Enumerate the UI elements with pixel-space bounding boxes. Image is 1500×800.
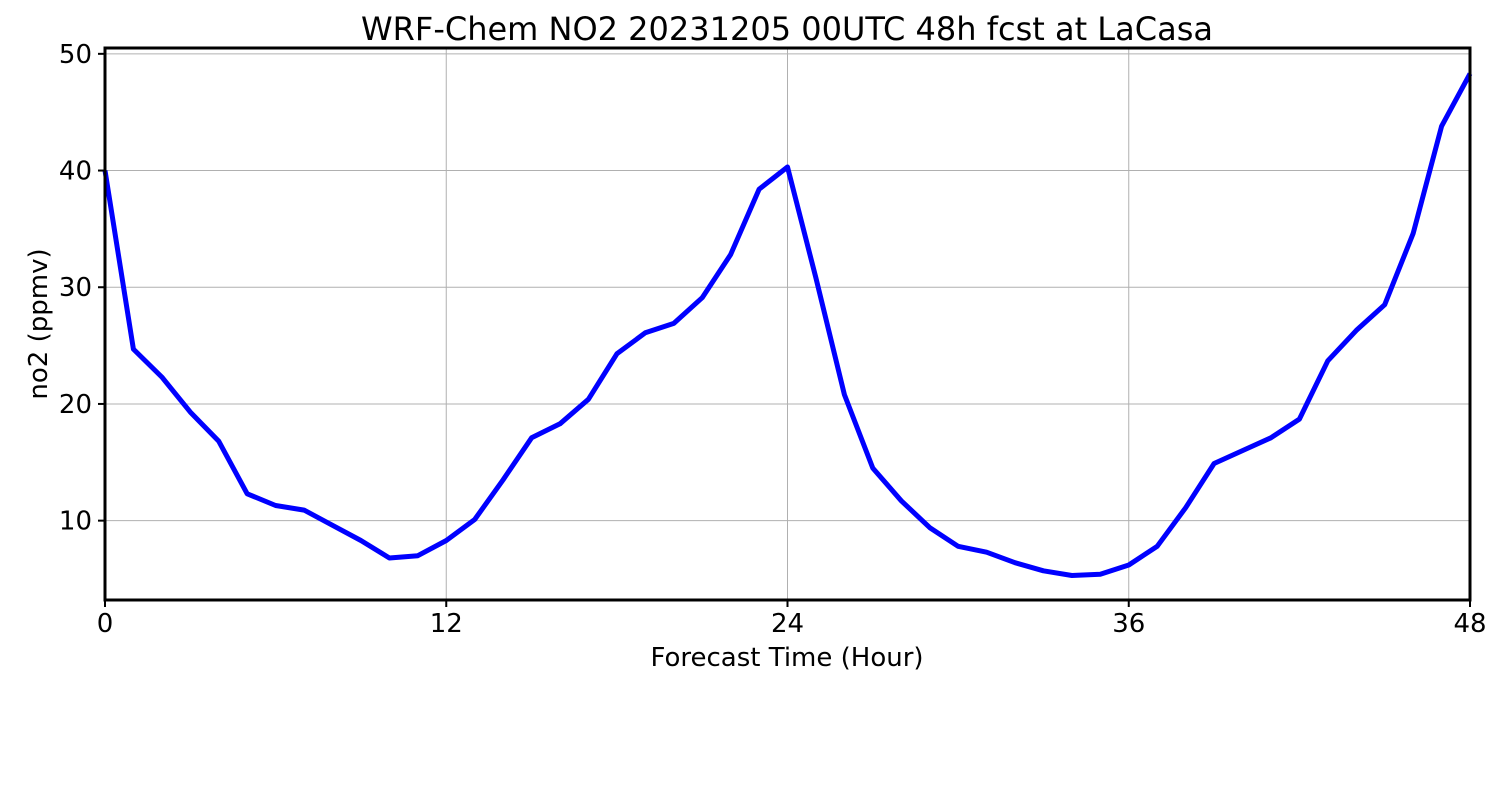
y-tick-label: 30 <box>59 273 92 303</box>
x-tick-label: 48 <box>1453 609 1486 639</box>
y-tick-label: 10 <box>59 507 92 537</box>
grid-lines <box>104 48 1471 600</box>
y-tick-label: 50 <box>59 40 92 70</box>
y-tick-label: 40 <box>59 157 92 187</box>
x-tick-label: 12 <box>430 609 463 639</box>
chart-title: WRF-Chem NO2 20231205 00UTC 48h fcst at … <box>361 10 1213 48</box>
x-tick-label: 0 <box>97 609 114 639</box>
series-layer <box>102 72 1473 578</box>
y-tick-label: 20 <box>59 390 92 420</box>
x-tick-label: 36 <box>1112 609 1145 639</box>
no2-series-line <box>102 72 1473 578</box>
x-axis-label: Forecast Time (Hour) <box>650 643 923 673</box>
axis-ticks: 0 12 24 36 48 10 20 30 40 50 <box>59 40 1487 639</box>
x-tick-label: 24 <box>771 609 804 639</box>
y-axis-label: no2 (ppmv) <box>24 248 54 399</box>
